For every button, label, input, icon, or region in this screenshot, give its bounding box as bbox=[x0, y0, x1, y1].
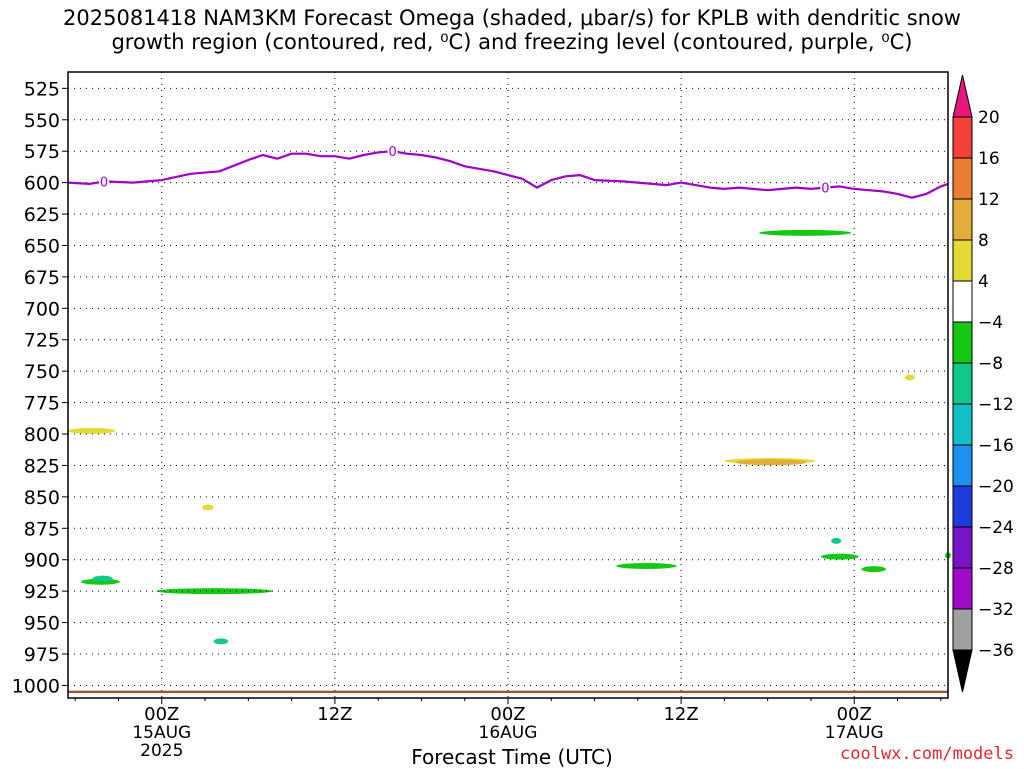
watermark: coolwx.com/models bbox=[840, 744, 1014, 764]
surface-terrain bbox=[68, 690, 948, 693]
x-tick-date-0: 15AUG bbox=[132, 723, 191, 743]
colorbar-label-4: 4 bbox=[978, 272, 989, 292]
y-tick-label-650: 650 bbox=[24, 235, 60, 257]
y-tick-label-1000: 1000 bbox=[12, 675, 60, 697]
omega-region-4 bbox=[735, 459, 807, 466]
y-tick-label-800: 800 bbox=[24, 424, 60, 446]
colorbar-label-9: −20 bbox=[978, 477, 1014, 497]
colorbar-swatch-2 bbox=[952, 157, 973, 200]
colorbar-label-1: 16 bbox=[978, 149, 1000, 169]
y-tick-label-850: 850 bbox=[24, 487, 60, 509]
colorbar-label-8: −16 bbox=[978, 436, 1014, 456]
colorbar-top-arrow bbox=[952, 74, 973, 118]
omega-region-9 bbox=[821, 553, 859, 560]
y-tick-label-675: 675 bbox=[24, 267, 60, 289]
colorbar-label-3: 8 bbox=[978, 231, 989, 251]
y-tick-label-900: 900 bbox=[24, 550, 60, 572]
y-tick-label-625: 625 bbox=[24, 204, 60, 226]
y-tick-label-875: 875 bbox=[24, 518, 60, 540]
colorbar-swatch-1 bbox=[952, 116, 973, 159]
x-tick-label-4: 00Z bbox=[837, 704, 872, 725]
freezing-level-label-1: 0 bbox=[388, 145, 396, 160]
colorbar-swatch-8 bbox=[952, 403, 973, 446]
colorbar-label-11: −28 bbox=[978, 559, 1014, 579]
x-tick-label-3: 12Z bbox=[663, 704, 698, 725]
y-tick-label-550: 550 bbox=[24, 110, 60, 132]
y-tick-label-525: 525 bbox=[24, 78, 60, 100]
y-tick-label-925: 925 bbox=[24, 581, 60, 603]
colorbar-swatch-13 bbox=[952, 608, 973, 651]
y-tick-label-725: 725 bbox=[24, 330, 60, 352]
colorbar-bottom-arrow bbox=[952, 649, 973, 693]
colorbar-label-0: 20 bbox=[978, 108, 1000, 128]
x-tick-year-0: 2025 bbox=[140, 741, 183, 761]
omega-region-12 bbox=[92, 575, 113, 582]
omega-region-13 bbox=[213, 638, 229, 645]
x-tick-label-1: 12Z bbox=[317, 704, 352, 725]
freezing-level-label-2: 0 bbox=[821, 182, 829, 197]
omega-region-0 bbox=[68, 427, 116, 434]
colorbar-swatch-5 bbox=[952, 280, 973, 323]
plot-frame bbox=[67, 71, 949, 699]
freezing-label-bg-2 bbox=[820, 179, 831, 194]
colorbar-label-2: 12 bbox=[978, 190, 1000, 210]
freezing-level-line bbox=[67, 150, 949, 199]
colorbar-swatch-12 bbox=[952, 567, 973, 610]
colorbar-label-7: −12 bbox=[978, 395, 1014, 415]
omega-region-10 bbox=[861, 566, 886, 573]
colorbar-swatch-7 bbox=[952, 362, 973, 405]
freezing-label-bg-1 bbox=[387, 143, 398, 158]
chart-title-line-1: 2025081418 NAM3KM Forecast Omega (shaded… bbox=[63, 6, 961, 30]
colorbar-swatch-9 bbox=[952, 444, 973, 487]
colorbar-label-10: −24 bbox=[978, 518, 1014, 538]
omega-region-7 bbox=[616, 563, 677, 570]
colorbar-label-12: −32 bbox=[978, 600, 1014, 620]
y-tick-label-575: 575 bbox=[24, 141, 60, 163]
colorbar-label-13: −36 bbox=[978, 641, 1014, 661]
y-tick-label-600: 600 bbox=[24, 173, 60, 195]
freezing-label-bg-0 bbox=[99, 173, 110, 188]
omega-region-2 bbox=[904, 374, 915, 381]
chart-title-line-2: growth region (contoured, red, ⁰C) and f… bbox=[111, 30, 913, 54]
y-tick-label-700: 700 bbox=[24, 298, 60, 320]
x-tick-date-4: 17AUG bbox=[825, 723, 884, 743]
colorbar-label-6: −8 bbox=[978, 354, 1003, 374]
freezing-level-label-0: 0 bbox=[100, 175, 108, 190]
colorbar-swatch-11 bbox=[952, 526, 973, 569]
omega-region-14 bbox=[831, 537, 842, 544]
colorbar-swatch-6 bbox=[952, 321, 973, 364]
colorbar-swatch-4 bbox=[952, 239, 973, 282]
x-tick-label-2: 00Z bbox=[490, 704, 525, 725]
colorbar-label-5: −4 bbox=[978, 313, 1003, 333]
y-tick-label-975: 975 bbox=[24, 644, 60, 666]
omega-region-6 bbox=[156, 588, 273, 595]
y-tick-label-775: 775 bbox=[24, 393, 60, 415]
omega-region-8 bbox=[759, 229, 852, 236]
y-tick-label-750: 750 bbox=[24, 361, 60, 383]
colorbar-swatch-3 bbox=[952, 198, 973, 241]
x-axis-label: Forecast Time (UTC) bbox=[411, 745, 613, 769]
y-tick-label-950: 950 bbox=[24, 613, 60, 635]
x-tick-label-0: 00Z bbox=[144, 704, 179, 725]
chart-title: 2025081418 NAM3KM Forecast Omega (shaded… bbox=[0, 6, 1024, 54]
omega-region-1 bbox=[202, 504, 214, 511]
y-tick-label-825: 825 bbox=[24, 455, 60, 477]
x-tick-date-2: 16AUG bbox=[479, 723, 538, 743]
colorbar-swatch-10 bbox=[952, 485, 973, 528]
